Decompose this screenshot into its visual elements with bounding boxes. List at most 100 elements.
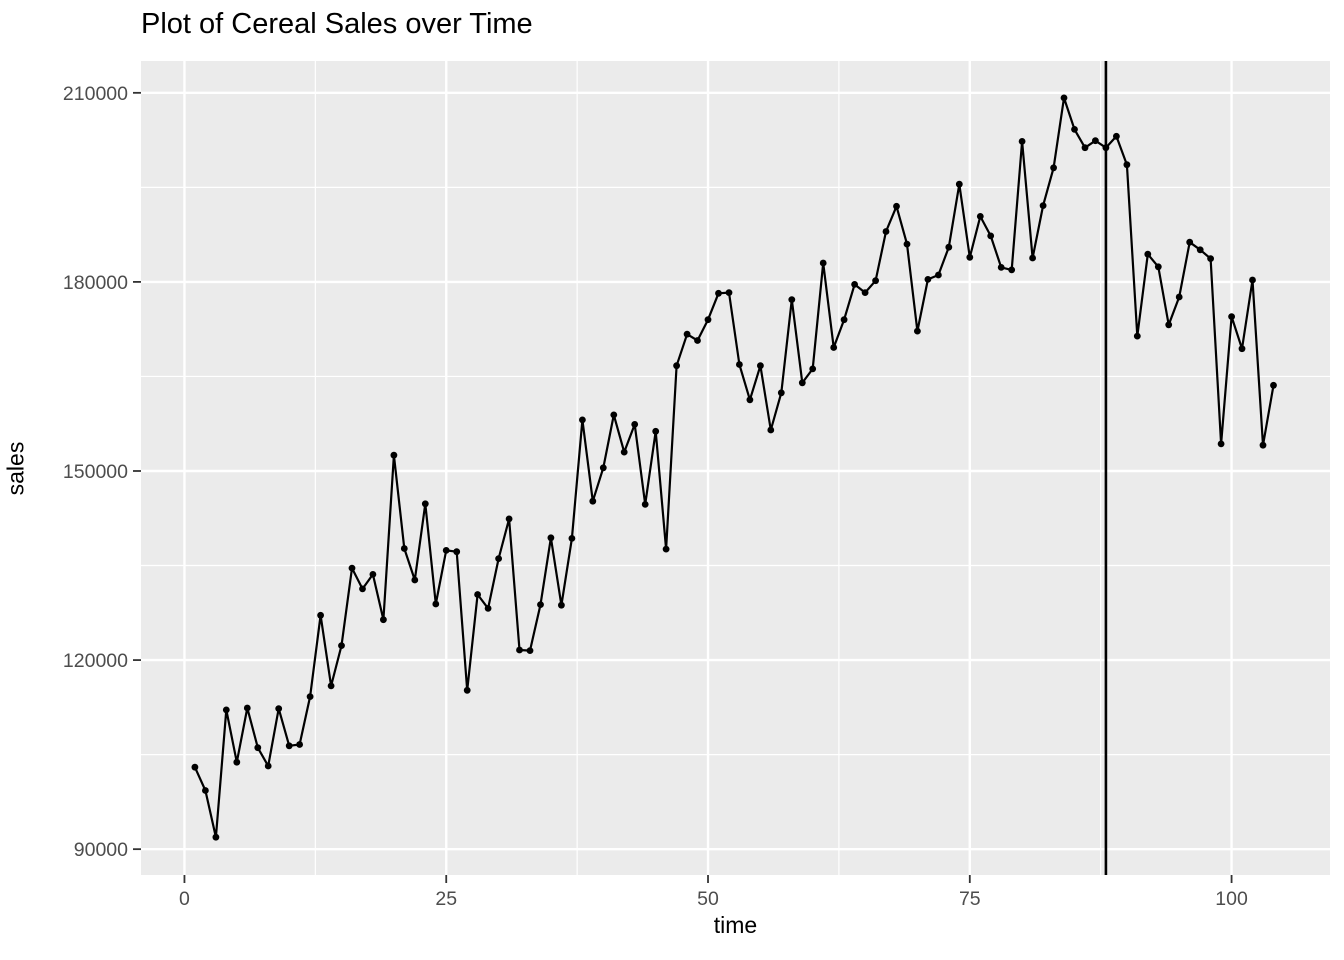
y-tick-label: 90000 [74, 839, 128, 861]
series-point [359, 585, 366, 593]
series-point [1060, 94, 1068, 102]
series-point [924, 276, 932, 283]
series-point [945, 243, 953, 251]
series-point [861, 289, 869, 296]
series-point [432, 600, 440, 608]
series-point [1238, 345, 1246, 353]
series-point [264, 762, 272, 770]
series-point [474, 591, 481, 598]
series-point [484, 605, 492, 612]
series-point [819, 259, 827, 267]
series-point [599, 464, 607, 472]
series-point [411, 576, 419, 584]
series-point [610, 411, 618, 419]
series-point [1207, 255, 1214, 262]
x-axis-title: time [713, 912, 758, 938]
series-point [903, 240, 911, 248]
series-point [275, 705, 283, 712]
series-point [327, 682, 335, 690]
series-point [1050, 164, 1057, 172]
series-point [202, 787, 209, 794]
y-tick-label: 120000 [63, 650, 128, 672]
series-point [767, 426, 775, 434]
series-point [798, 379, 806, 387]
series-point [442, 547, 450, 554]
series-point [369, 571, 377, 578]
series-point [851, 281, 858, 288]
series-point [1165, 321, 1173, 329]
series-point [1154, 263, 1162, 271]
series-point [935, 271, 942, 279]
series-point [296, 741, 303, 748]
series-point [1249, 276, 1256, 284]
x-tick-label: 0 [179, 888, 190, 910]
series-point [725, 289, 733, 296]
series-point [1029, 254, 1036, 262]
series-point [620, 448, 628, 456]
series-point [212, 833, 220, 841]
series-point [914, 327, 921, 335]
panel-background [141, 61, 1330, 875]
series-point [568, 535, 576, 542]
series-point [421, 500, 429, 508]
y-tick-label: 150000 [63, 461, 128, 483]
series-point [1018, 138, 1026, 145]
series-point [788, 296, 796, 303]
series-point [746, 396, 754, 404]
series-point [191, 763, 199, 771]
series-point [673, 362, 680, 370]
y-tick-label: 180000 [63, 272, 128, 294]
series-point [830, 344, 838, 351]
series-point [348, 564, 356, 572]
series-point [1217, 440, 1225, 448]
series-point [1071, 125, 1078, 133]
series-point [683, 330, 691, 338]
series-point [882, 228, 890, 235]
series-point [558, 601, 565, 609]
series-point [338, 642, 345, 649]
series-point [1081, 144, 1089, 152]
series-point [1092, 137, 1099, 145]
series-point [1196, 246, 1204, 254]
series-point [1270, 381, 1277, 389]
series-point [1113, 132, 1120, 140]
series-point [1039, 202, 1047, 210]
series-point [715, 289, 722, 297]
series-point [777, 389, 785, 397]
series-point [987, 232, 995, 240]
series-point [997, 264, 1005, 271]
series-point [453, 548, 461, 556]
series-point [872, 277, 879, 285]
series-point [400, 545, 408, 552]
series-point [516, 646, 523, 654]
series-point [317, 611, 324, 619]
series-point [757, 362, 764, 370]
series-point [589, 497, 597, 505]
series-point [233, 758, 241, 766]
series-point [1123, 161, 1131, 169]
series-point [662, 545, 670, 553]
series-point [285, 742, 293, 750]
series-point [641, 501, 649, 508]
series-point [254, 744, 262, 752]
series-point [1228, 313, 1235, 320]
series-point [809, 365, 817, 373]
series-point [652, 427, 660, 435]
series-point [390, 451, 398, 459]
x-tick-label: 100 [1215, 888, 1248, 910]
series-point [955, 180, 963, 188]
x-tick-label: 75 [959, 888, 981, 910]
series-point [631, 421, 639, 428]
series-point [1102, 144, 1110, 152]
series-point [893, 202, 900, 210]
series-point [463, 686, 471, 694]
series-point [547, 534, 555, 542]
series-point [976, 213, 984, 220]
series-point [704, 316, 712, 324]
y-tick-label: 210000 [63, 83, 128, 105]
series-point [243, 704, 251, 712]
series-point [380, 616, 387, 624]
series-point [966, 253, 974, 261]
